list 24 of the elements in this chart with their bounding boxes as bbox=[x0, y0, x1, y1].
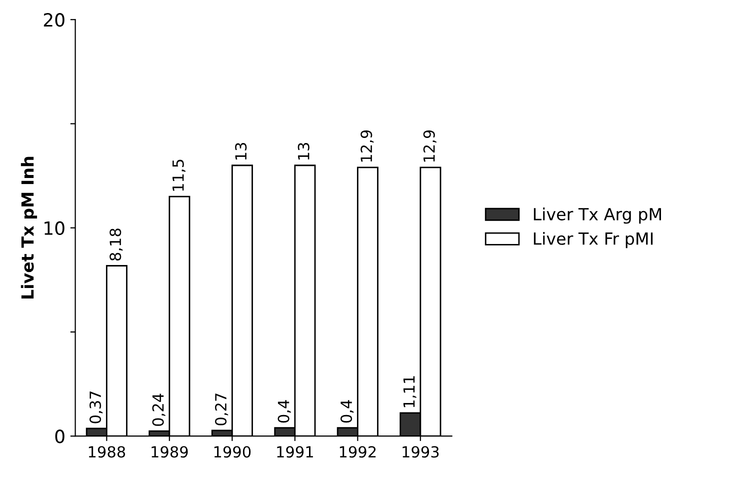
x-tick-label: 1989 bbox=[152, 446, 188, 458]
data-label: 8,18 bbox=[110, 228, 123, 261]
y-tick-label: 10 bbox=[44, 221, 64, 235]
y-tick-label: 20 bbox=[44, 13, 64, 27]
legend-label: Liver Tx Arg pM bbox=[534, 208, 661, 224]
data-label: 0,37 bbox=[90, 392, 103, 424]
legend-label: Liver Tx Fr pMI bbox=[534, 232, 653, 248]
x-tick-label: 1993 bbox=[402, 446, 439, 458]
x-tick-label: 1991 bbox=[277, 446, 313, 458]
y-axis-title: Livet Tx pM Inh bbox=[20, 156, 38, 299]
data-label: 0,27 bbox=[215, 394, 228, 426]
data-label: 1,11 bbox=[403, 376, 416, 408]
data-label: 0,24 bbox=[152, 394, 166, 426]
x-tick-label: 1992 bbox=[340, 446, 376, 458]
data-label: 13 bbox=[235, 142, 247, 160]
data-label: 0,4 bbox=[340, 400, 354, 423]
data-label: 12,9 bbox=[360, 130, 374, 162]
x-tick-label: 1990 bbox=[214, 446, 251, 458]
x-tick-label: 1988 bbox=[88, 446, 126, 458]
data-label: 12,9 bbox=[423, 130, 436, 162]
data-label: 13 bbox=[298, 142, 310, 160]
data-label: 0,4 bbox=[278, 400, 291, 423]
y-tick-label: 0 bbox=[55, 430, 64, 444]
data-label: 11,5 bbox=[172, 160, 186, 191]
